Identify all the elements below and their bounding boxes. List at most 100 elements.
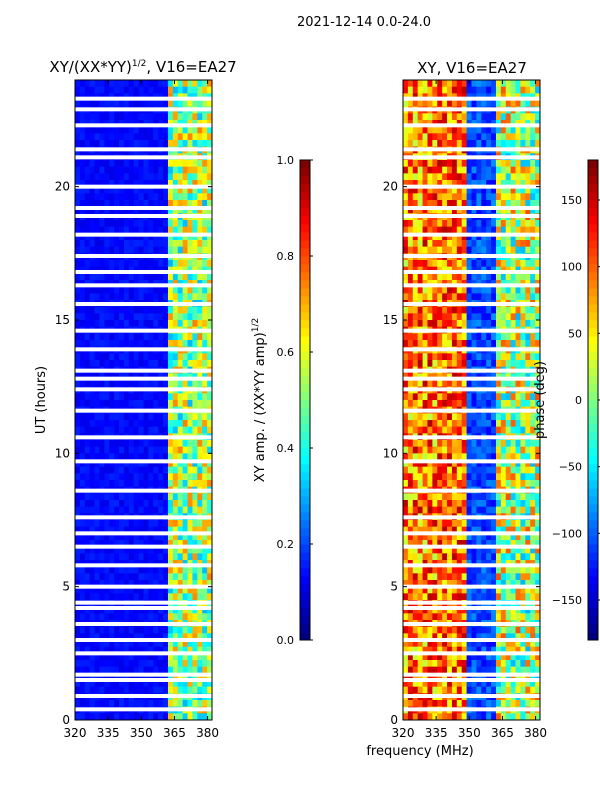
phase-cell <box>495 440 502 448</box>
phase-cell <box>510 353 516 361</box>
amp-cell <box>79 426 86 434</box>
amp-cell <box>89 180 95 188</box>
amp-cell <box>177 473 184 481</box>
phase-cell <box>422 520 428 528</box>
amp-cell <box>94 180 100 188</box>
phase-cell <box>432 233 438 241</box>
amp-cell <box>99 686 105 694</box>
phase-cell <box>505 333 512 341</box>
amp-cell <box>197 580 203 588</box>
phase-cell <box>412 140 419 148</box>
phase-cell <box>407 200 414 208</box>
colorbar-segment <box>300 232 310 241</box>
amp-cell <box>84 80 91 88</box>
amp-cell <box>114 546 120 554</box>
amp-cell <box>158 340 164 348</box>
amp-cell <box>163 533 169 541</box>
phase-cell <box>500 86 507 94</box>
amp-cell <box>128 86 135 94</box>
amp-cell <box>119 333 125 341</box>
amp-cell <box>177 240 184 248</box>
phase-cell <box>456 493 463 501</box>
phase-cell <box>403 306 409 314</box>
phase-cell <box>466 553 472 561</box>
amp-cell <box>123 580 130 588</box>
amp-cell <box>75 453 81 461</box>
amp-cell <box>153 306 159 314</box>
phase-cell <box>447 466 453 474</box>
amp-cell <box>104 206 110 214</box>
phase-cell <box>495 206 502 214</box>
amp-cell <box>143 546 149 554</box>
phase-cell <box>471 360 477 368</box>
phase-cell <box>495 166 502 174</box>
phase-cell <box>495 446 502 454</box>
phase-cell <box>437 226 443 234</box>
amp-cell <box>163 440 169 448</box>
amp-cell <box>123 360 130 368</box>
phase-cell <box>427 353 433 361</box>
amp-cell <box>104 380 110 388</box>
amp-cell <box>182 713 188 721</box>
amp-cell <box>158 233 164 241</box>
phase-cell <box>486 180 492 188</box>
phase-cell <box>530 160 536 168</box>
amp-cell <box>79 680 86 688</box>
phase-cell <box>481 420 487 428</box>
amp-cell <box>128 420 135 428</box>
amp-cell <box>119 646 125 654</box>
phase-cell <box>456 360 463 368</box>
amp-cell <box>167 566 174 574</box>
phase-cell <box>417 586 423 594</box>
amp-cell <box>187 133 193 141</box>
amp-cell <box>187 226 193 234</box>
amp-cell <box>79 353 86 361</box>
amp-cell <box>99 506 105 514</box>
phase-cell <box>412 480 419 488</box>
amp-cell <box>177 580 184 588</box>
flagged-row <box>75 638 212 642</box>
amp-cell <box>79 240 86 248</box>
amp-cell <box>192 713 198 721</box>
amp-cell <box>119 580 125 588</box>
amp-cell <box>123 680 130 688</box>
phase-cell <box>437 273 443 281</box>
phase-cell <box>412 533 419 541</box>
amp-cell <box>128 126 135 134</box>
amp-cell <box>89 260 95 268</box>
phase-cell <box>515 226 521 234</box>
phase-cell <box>417 473 423 481</box>
amp-cell <box>104 360 110 368</box>
phase-cell <box>412 333 419 341</box>
amp-cell <box>133 413 140 421</box>
phase-cell <box>510 246 516 254</box>
amp-cell <box>148 113 154 121</box>
phase-cell <box>486 273 492 281</box>
amp-cell <box>182 413 188 421</box>
colorbar-tick-label: 0.8 <box>277 250 295 263</box>
amp-cell <box>114 240 120 248</box>
phase-cell <box>510 466 516 474</box>
phase-cell <box>481 566 487 574</box>
phase-cell <box>530 480 536 488</box>
phase-cell <box>422 440 428 448</box>
amp-cell <box>158 400 164 408</box>
amp-cell <box>84 113 91 121</box>
phase-cell <box>525 286 531 294</box>
phase-cell <box>451 540 458 548</box>
amp-cell <box>207 100 213 108</box>
phase-cell <box>461 580 468 588</box>
amp-cell <box>163 313 169 321</box>
phase-cell <box>520 80 526 88</box>
phase-cell <box>510 553 516 561</box>
amp-cell <box>104 533 110 541</box>
phase-cell <box>466 460 472 468</box>
phase-cell <box>481 173 487 181</box>
phase-cell <box>486 453 492 461</box>
phase-cell <box>407 520 414 528</box>
phase-cell <box>535 546 541 554</box>
phase-cell <box>437 233 443 241</box>
amp-cell <box>167 686 174 694</box>
amp-cell <box>197 293 203 301</box>
amp-cell <box>123 646 130 654</box>
